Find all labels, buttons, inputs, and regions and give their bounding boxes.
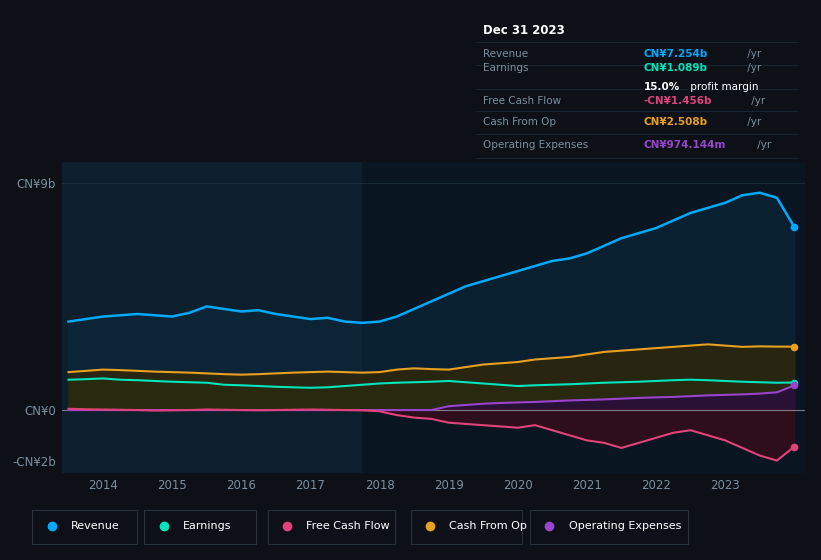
Bar <box>362 162 805 473</box>
Text: Cash From Op: Cash From Op <box>449 521 527 531</box>
Text: /yr: /yr <box>754 140 772 150</box>
Text: /yr: /yr <box>748 96 765 106</box>
Text: /yr: /yr <box>745 49 762 59</box>
Text: Revenue: Revenue <box>483 49 528 59</box>
Text: Free Cash Flow: Free Cash Flow <box>306 521 390 531</box>
Text: Earnings: Earnings <box>183 521 232 531</box>
Text: 15.0%: 15.0% <box>644 82 680 92</box>
Text: /yr: /yr <box>745 63 762 73</box>
Text: Cash From Op: Cash From Op <box>483 117 556 127</box>
Text: Operating Expenses: Operating Expenses <box>569 521 681 531</box>
Text: CN¥2.508b: CN¥2.508b <box>644 117 708 127</box>
Text: CN¥974.144m: CN¥974.144m <box>644 140 726 150</box>
Text: CN¥7.254b: CN¥7.254b <box>644 49 709 59</box>
Text: /yr: /yr <box>745 117 762 127</box>
Text: Revenue: Revenue <box>71 521 120 531</box>
Text: -CN¥1.456b: -CN¥1.456b <box>644 96 713 106</box>
Text: Free Cash Flow: Free Cash Flow <box>483 96 561 106</box>
Text: Operating Expenses: Operating Expenses <box>483 140 589 150</box>
Text: Dec 31 2023: Dec 31 2023 <box>483 24 565 37</box>
Text: Earnings: Earnings <box>483 63 529 73</box>
Text: profit margin: profit margin <box>687 82 759 92</box>
Text: CN¥1.089b: CN¥1.089b <box>644 63 708 73</box>
